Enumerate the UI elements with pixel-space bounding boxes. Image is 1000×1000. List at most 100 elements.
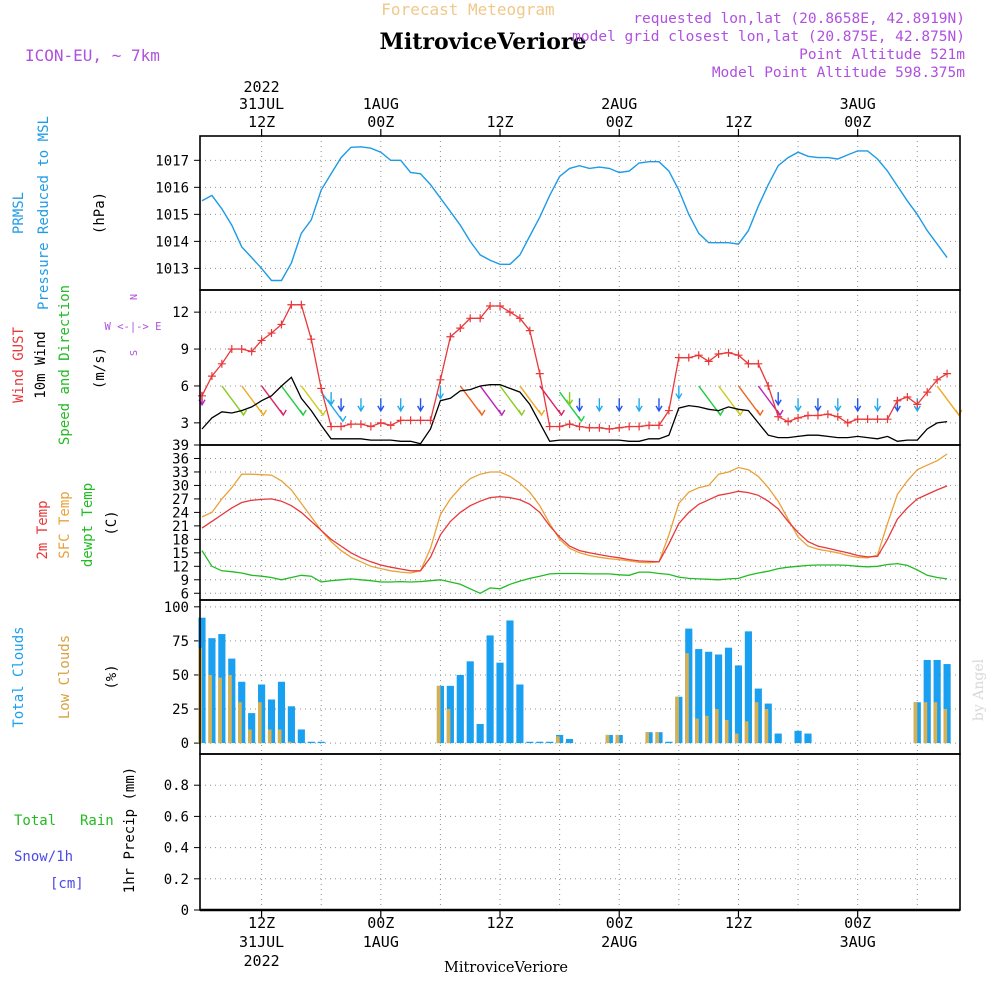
wind-unit: (m/s) bbox=[92, 347, 108, 389]
cloud-bar-total bbox=[695, 649, 703, 744]
gust-marker bbox=[833, 412, 842, 421]
gust-marker bbox=[565, 420, 574, 429]
y-tick-label: 0.2 bbox=[164, 872, 189, 888]
y-tick-label: 27 bbox=[172, 492, 189, 508]
precip-legend-total: Total bbox=[14, 813, 56, 829]
bottom-axis-label: 2AUG bbox=[601, 933, 637, 951]
gust-marker bbox=[664, 406, 673, 415]
cloud-bar-low bbox=[556, 736, 560, 744]
station-title: MitroviceVeriore bbox=[380, 29, 587, 55]
cloud-bar-low bbox=[446, 709, 451, 744]
gust-marker bbox=[774, 412, 783, 421]
cloud-bar-total bbox=[715, 654, 723, 744]
clouds-grid bbox=[200, 600, 960, 754]
cloud-bar-total bbox=[804, 733, 812, 744]
y-tick-label: 21 bbox=[172, 519, 189, 535]
top-axis-label: 2AUG bbox=[601, 95, 637, 113]
gust-marker bbox=[744, 359, 753, 368]
watermark: by Angel bbox=[971, 658, 987, 721]
gust-marker bbox=[525, 326, 534, 335]
cloud-bar-total bbox=[516, 684, 524, 744]
clouds-unit: (%) bbox=[104, 664, 120, 689]
pressure-grid bbox=[200, 136, 960, 290]
cloud-bar-total bbox=[774, 733, 782, 744]
top-axis-label: 3AUG bbox=[840, 95, 876, 113]
gust-marker bbox=[625, 422, 634, 431]
wind-arrow bbox=[575, 398, 584, 413]
cloud-bar-total bbox=[734, 665, 743, 744]
wind-arrow bbox=[615, 398, 623, 413]
y-tick-label: 1015 bbox=[155, 207, 189, 223]
y-tick-label: 0 bbox=[181, 903, 189, 919]
model-label: ICON-EU, ~ 7km bbox=[25, 46, 160, 65]
wind-arrow bbox=[834, 398, 842, 413]
gust-marker bbox=[505, 308, 514, 317]
clouds-y-axis: 0 25 50 75 100 bbox=[164, 600, 200, 752]
requested-coords: requested lon,lat (20.8658E, 42.8919N) bbox=[633, 11, 965, 27]
cloud-bar-total bbox=[297, 729, 305, 744]
wind-arrow bbox=[635, 398, 643, 413]
cloud-bar-total bbox=[248, 713, 256, 744]
y-tick-label: 0.6 bbox=[164, 809, 189, 825]
precip-legend-rain: Rain bbox=[80, 813, 114, 829]
gust-marker bbox=[476, 314, 485, 323]
wind-arrow bbox=[416, 398, 425, 413]
cloud-bar-total bbox=[486, 635, 494, 744]
pressure-unit: (hPa) bbox=[92, 192, 108, 234]
cloud-bar-total bbox=[466, 661, 474, 744]
y-tick-label: 1013 bbox=[155, 261, 189, 277]
sfc-temp-line bbox=[201, 453, 948, 574]
top-axis-label: 31JUL bbox=[239, 95, 284, 113]
dewpoint-line bbox=[201, 550, 948, 595]
gust-marker bbox=[277, 320, 286, 329]
y-tick-label: 30 bbox=[172, 478, 189, 494]
gust-marker bbox=[337, 422, 346, 431]
cloud-bar-total bbox=[546, 741, 554, 744]
gust-marker bbox=[327, 422, 336, 431]
wind-arrow bbox=[737, 385, 764, 417]
wind-direction-arrows bbox=[198, 385, 963, 423]
gust-marker bbox=[804, 411, 812, 420]
gust-marker bbox=[545, 422, 554, 431]
cloud-bar-low bbox=[645, 732, 650, 744]
gust-marker bbox=[714, 349, 723, 358]
gust-marker bbox=[317, 384, 326, 393]
gust-marker bbox=[654, 421, 663, 430]
cloud-bar-low bbox=[764, 709, 769, 744]
cloud-bar-low bbox=[258, 702, 262, 744]
y-tick-label: 12 bbox=[172, 305, 189, 321]
wind-arrow bbox=[936, 385, 963, 417]
wind-label-10m: 10m Wind bbox=[33, 331, 49, 398]
cloud-bar-low bbox=[267, 729, 272, 744]
wind-panel: 3 6 9 12 Wind GUST 10m Wind Speed and Direc… bbox=[11, 285, 963, 445]
gust-marker bbox=[843, 418, 852, 427]
wind-arrow bbox=[337, 398, 345, 413]
gust-marker bbox=[784, 417, 793, 426]
cloud-bar-total bbox=[923, 659, 931, 744]
gust-marker bbox=[347, 420, 356, 429]
cloud-bar-total bbox=[287, 706, 295, 744]
gust-marker bbox=[496, 301, 505, 310]
cloud-bar-total bbox=[307, 741, 315, 744]
y-tick-label: 25 bbox=[172, 702, 189, 718]
panel-frame bbox=[199, 599, 961, 755]
gust-marker bbox=[535, 369, 544, 378]
panel-frames bbox=[199, 135, 961, 912]
wind-arrow bbox=[397, 398, 405, 413]
gust-marker bbox=[466, 314, 475, 323]
clouds-label-total: Total Clouds bbox=[11, 626, 27, 727]
compass-north: N bbox=[129, 294, 140, 300]
cloud-bar-total bbox=[456, 674, 464, 744]
bottom-axis-label: 2022 bbox=[244, 952, 280, 970]
pressure-panel: 1013 1014 1015 1016 1017 PRMSL Pressure Redu… bbox=[11, 116, 960, 310]
gust-marker bbox=[764, 381, 773, 390]
pressure-label-msl: Pressure Reduced to MSL bbox=[36, 116, 52, 310]
gust-marker bbox=[794, 413, 803, 422]
precip-legend-cm: [cm] bbox=[50, 876, 84, 892]
gust-marker bbox=[684, 353, 693, 362]
point-altitude: Point Altitude 521m bbox=[799, 47, 965, 63]
cloud-bar-low bbox=[695, 718, 699, 744]
cloud-bar-total bbox=[277, 681, 286, 744]
gust-marker bbox=[595, 423, 604, 432]
y-tick-label: 3 bbox=[181, 416, 189, 432]
